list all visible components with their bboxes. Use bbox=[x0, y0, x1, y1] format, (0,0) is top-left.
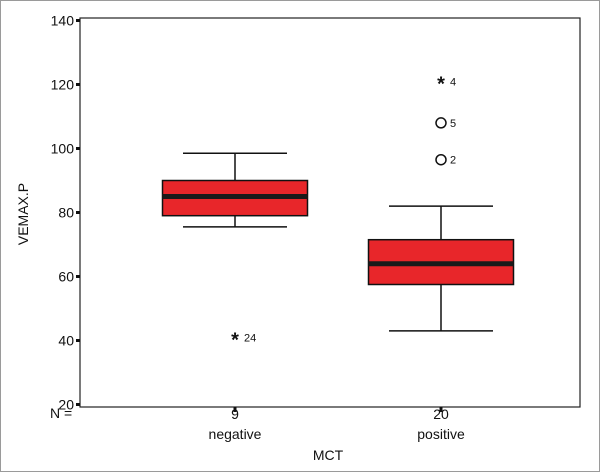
y-tick-label: 60 bbox=[58, 269, 74, 285]
y-tick-label: 40 bbox=[58, 333, 74, 349]
outlier-circle bbox=[435, 153, 447, 166]
x-tick-label: negative bbox=[209, 426, 262, 442]
y-tick-label: 100 bbox=[51, 141, 75, 157]
y-tick-label: 80 bbox=[58, 205, 74, 221]
extreme-marker: * bbox=[437, 73, 445, 95]
n-value: 20 bbox=[433, 406, 449, 422]
y-axis: 20 40 60 80 100 120 140 bbox=[51, 13, 80, 413]
outlier-label: 2 bbox=[450, 155, 456, 167]
outlier-circle bbox=[435, 117, 447, 129]
x-axis: 9 negative 20 positive bbox=[209, 406, 465, 442]
plot-area bbox=[79, 17, 581, 408]
y-axis-label: VEMAX.P bbox=[15, 183, 31, 245]
y-tick-label: 140 bbox=[51, 13, 75, 29]
x-axis-label: MCT bbox=[313, 447, 344, 463]
outlier-label: 24 bbox=[244, 332, 256, 344]
outlier-label: 4 bbox=[450, 76, 456, 88]
y-tick-label: 120 bbox=[51, 77, 75, 93]
extreme-marker: * bbox=[231, 329, 239, 351]
outlier-group: * 24 * 4 5 2 bbox=[231, 73, 456, 351]
x-tick-label: positive bbox=[417, 426, 465, 442]
box-negative bbox=[161, 152, 309, 228]
box-positive bbox=[367, 205, 515, 332]
box-group bbox=[161, 152, 515, 332]
n-value: 9 bbox=[231, 406, 239, 422]
n-label: N = bbox=[50, 405, 72, 421]
y-tick-label: 20 bbox=[58, 397, 74, 413]
outlier-label: 5 bbox=[450, 118, 456, 130]
